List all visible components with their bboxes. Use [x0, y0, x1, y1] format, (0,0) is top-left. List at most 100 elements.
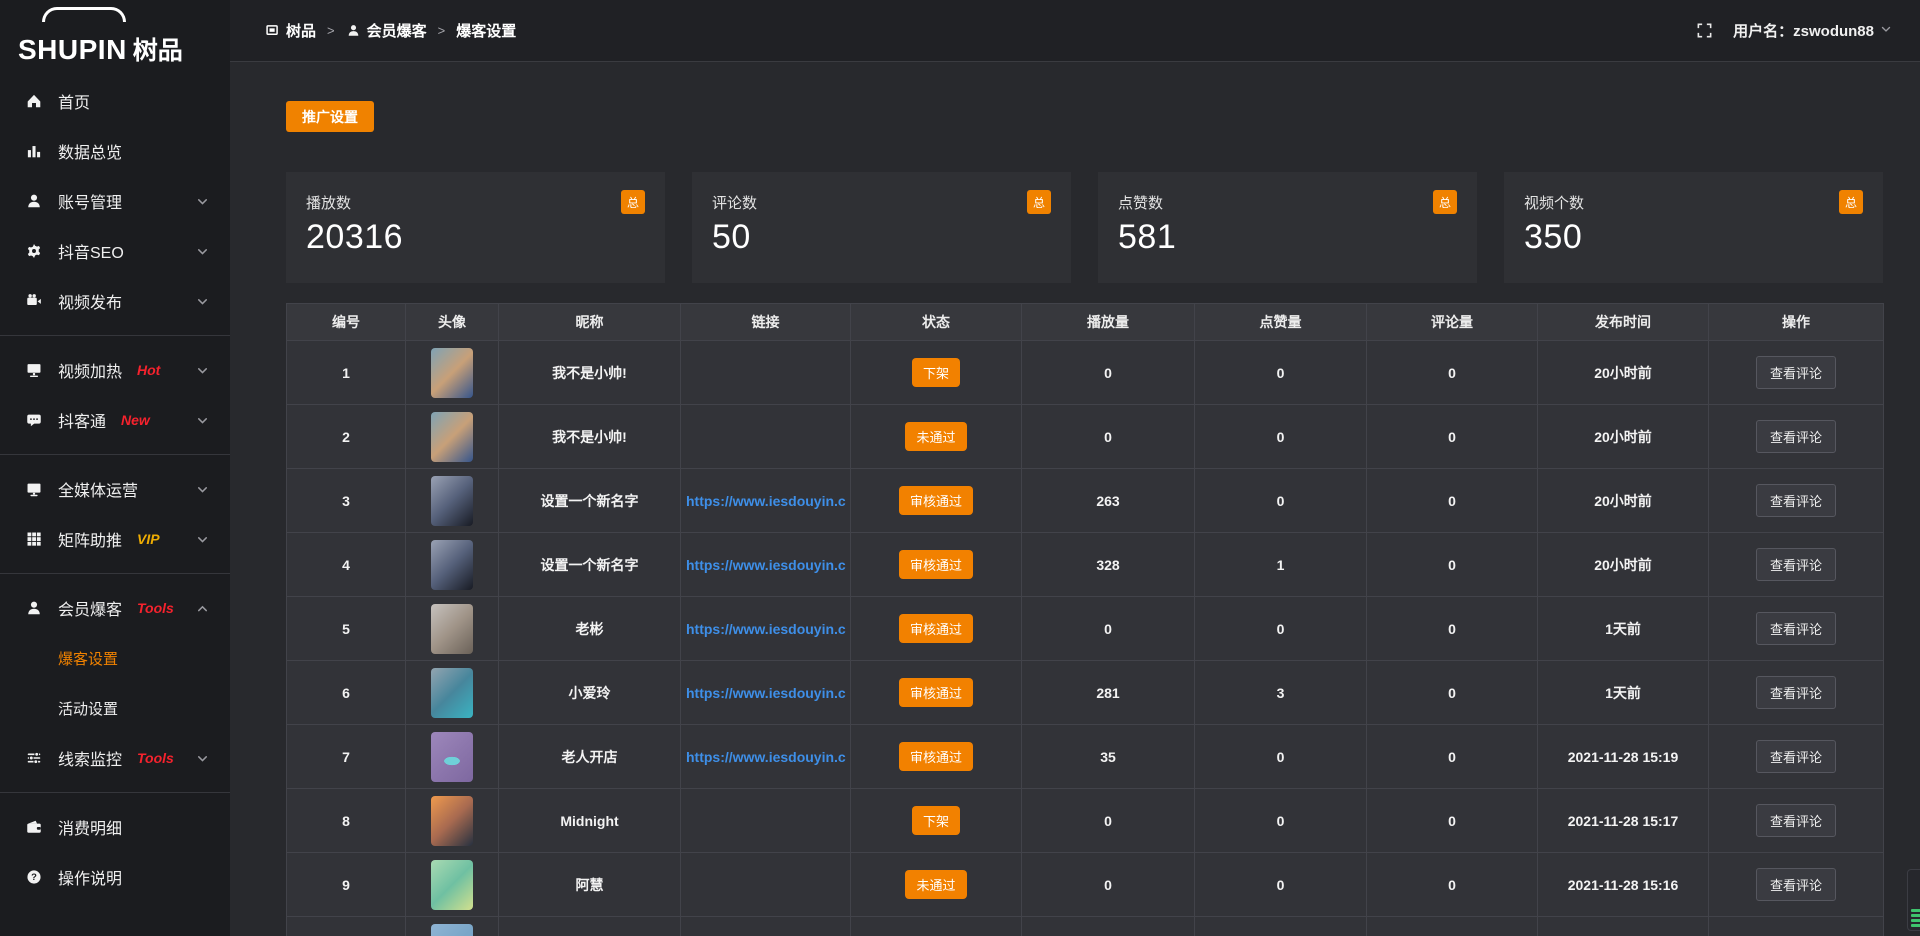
member-icon	[24, 598, 44, 618]
status-badge: 审核通过	[898, 614, 973, 643]
breadcrumb-separator: >	[437, 23, 446, 38]
chevron-down-icon	[195, 244, 210, 259]
time-value: 20小时前	[1594, 556, 1652, 573]
submenu-item-9-0[interactable]: 爆客设置	[58, 650, 119, 668]
sidebar-item-7[interactable]: 全媒体运营	[0, 464, 230, 514]
video-link[interactable]: https://www.iesdouyin.c	[686, 556, 846, 573]
table-body: 1 我不是小帅! 下架 0 0 0 20小时前 查看评论 2 我不是小帅! 未通过 0 0 0 20小时前查…	[286, 340, 1884, 936]
sidebar-item-label: 操作说明	[58, 871, 123, 888]
sidebar-item-12[interactable]: ? 操作说明	[0, 852, 230, 902]
sidebar-item-4[interactable]: 视频发布	[0, 276, 230, 326]
breadcrumb-item-0[interactable]: 树品	[265, 20, 316, 41]
view-comments-button[interactable]: 查看评论	[1755, 548, 1836, 581]
view-comments-button[interactable]: 查看评论	[1755, 484, 1836, 517]
plays-value: 0	[1104, 364, 1112, 381]
sidebar-item-label: 账号管理	[58, 195, 123, 212]
chat-icon	[24, 410, 44, 430]
breadcrumb-item-2[interactable]: 爆客设置	[456, 20, 516, 41]
cell-status: 审核通过	[850, 596, 1022, 661]
submenu-item-9-1[interactable]: 活动设置	[58, 700, 119, 718]
stat-label: 播放数	[306, 195, 352, 212]
cell-action: 查看评论	[1708, 532, 1884, 597]
cell-avatar	[405, 852, 499, 917]
view-comments-button[interactable]: 查看评论	[1755, 676, 1836, 709]
sidebar-item-label: 抖客通	[58, 414, 107, 431]
floating-widget[interactable]	[1907, 869, 1920, 931]
status-badge: 审核通过	[898, 550, 973, 579]
status-badge: 未通过	[905, 870, 967, 899]
stat-card-3: 视频个数 350 总	[1504, 172, 1883, 283]
sidebar-item-11[interactable]: 消费明细	[0, 802, 230, 852]
cell-action: 查看评论	[1708, 468, 1884, 533]
sidebar-item-9[interactable]: 会员爆客 Tools	[0, 583, 230, 633]
sidebar-item-3[interactable]: 抖音SEO	[0, 226, 230, 276]
time-value: 20小时前	[1594, 492, 1652, 509]
cell-link: https://www.iesdouyin.c	[680, 596, 851, 661]
likes-value: 1	[1276, 556, 1285, 573]
avatar	[431, 923, 473, 936]
row-id: 8	[342, 812, 350, 829]
cell-likes: 0	[1194, 788, 1367, 853]
nickname: 老彬	[575, 620, 604, 637]
video-link[interactable]: https://www.iesdouyin.c	[686, 620, 846, 637]
menu-divider	[0, 573, 230, 574]
fullscreen-icon[interactable]	[1696, 22, 1713, 39]
avatar	[431, 667, 473, 718]
sidebar-item-2[interactable]: 账号管理	[0, 176, 230, 226]
view-comments-button[interactable]: 查看评论	[1755, 356, 1836, 389]
cell-action: 查看评论	[1708, 660, 1884, 725]
sidebar-item-8[interactable]: 矩阵助推 VIP	[0, 514, 230, 564]
view-comments-button[interactable]: 查看评论	[1755, 420, 1836, 453]
cell-avatar	[405, 724, 499, 789]
promo-settings-button[interactable]: 推广设置	[286, 101, 374, 132]
avatar	[431, 731, 473, 782]
avatar	[431, 603, 473, 654]
view-comments-button[interactable]: 查看评论	[1755, 804, 1836, 837]
cell-nickname: 老彬	[498, 596, 681, 661]
sidebar-item-10[interactable]: 线索监控 Tools	[0, 733, 230, 783]
user-menu[interactable]: 用户名：zswodun88	[1733, 20, 1893, 41]
cell-id: 6	[286, 660, 406, 725]
table-row	[286, 916, 1884, 936]
breadcrumb-item-1[interactable]: 会员爆客	[346, 20, 427, 41]
chevron-down-icon	[195, 413, 210, 428]
cell-plays: 0	[1021, 788, 1195, 853]
video-link[interactable]: https://www.iesdouyin.c	[686, 748, 846, 765]
avatar	[431, 347, 473, 398]
column-header-9: 操作	[1708, 303, 1884, 341]
sidebar-item-0[interactable]: 首页	[0, 76, 230, 126]
sidebar-item-1[interactable]: 数据总览	[0, 126, 230, 176]
video-link[interactable]: https://www.iesdouyin.c	[686, 492, 846, 509]
cell-action: 查看评论	[1708, 724, 1884, 789]
table-row: 9 阿慧 未通过 0 0 0 2021-11-28 15:16 查看评论	[286, 852, 1884, 917]
cell-id: 5	[286, 596, 406, 661]
menu-divider	[0, 454, 230, 455]
cell-id: 4	[286, 532, 406, 597]
view-comments-button[interactable]: 查看评论	[1755, 612, 1836, 645]
cell-avatar	[405, 788, 499, 853]
sidebar-item-6[interactable]: 抖客通 New	[0, 395, 230, 445]
chevron-down-icon	[195, 482, 210, 497]
cell-avatar	[405, 468, 499, 533]
view-comments-button[interactable]: 查看评论	[1755, 740, 1836, 773]
main-content: 推广设置 播放数 20316 总评论数 50 总点赞数 581 总视频个数 350 总 编号 头像…	[230, 62, 1920, 936]
video-link[interactable]: https://www.iesdouyin.c	[686, 684, 846, 701]
cell-status: 审核通过	[850, 724, 1022, 789]
cell-link: https://www.iesdouyin.c	[680, 724, 851, 789]
cell-id: 1	[286, 340, 406, 405]
cell-time: 20小时前	[1537, 340, 1709, 405]
time-value: 20小时前	[1594, 428, 1652, 445]
sidebar-item-5[interactable]: 视频加热 Hot	[0, 345, 230, 395]
table-row: 7 老人开店 https://www.iesdouyin.c 审核通过 35 0 0 2021…	[286, 724, 1884, 789]
column-header-4: 状态	[850, 303, 1022, 341]
stat-card-0: 播放数 20316 总	[286, 172, 665, 283]
cell-comments: 0	[1366, 852, 1538, 917]
view-comments-button[interactable]: 查看评论	[1755, 868, 1836, 901]
table-row: 1 我不是小帅! 下架 0 0 0 20小时前 查看评论	[286, 340, 1884, 405]
time-value: 2021-11-28 15:19	[1567, 748, 1679, 765]
status-badge: 下架	[911, 358, 960, 387]
cell-avatar	[405, 340, 499, 405]
cell-plays: 281	[1021, 660, 1195, 725]
breadcrumb-separator: >	[327, 23, 335, 38]
plays-value: 35	[1100, 748, 1116, 765]
